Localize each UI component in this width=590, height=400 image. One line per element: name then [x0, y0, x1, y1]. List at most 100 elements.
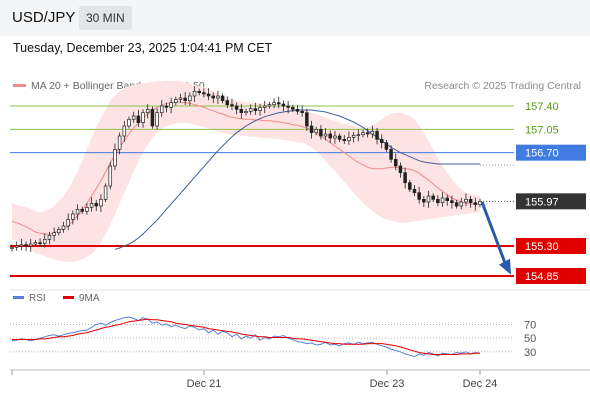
candles-group — [10, 86, 482, 252]
candle-body — [216, 95, 220, 99]
candle-body — [206, 93, 211, 97]
candle-body — [464, 198, 468, 203]
candle-body — [473, 202, 478, 206]
candle-body — [61, 225, 66, 230]
level-label-157.40: 157.40 — [525, 101, 559, 113]
candle-body — [225, 100, 230, 106]
candle-body — [94, 202, 98, 207]
candle-body — [426, 195, 431, 203]
candle-body — [459, 201, 464, 207]
level-tag-154.85 — [516, 268, 586, 284]
currency-pair-title: USD/JPY — [12, 9, 76, 26]
candle-body — [10, 246, 14, 250]
candle-body — [230, 104, 234, 107]
candle-body — [127, 118, 131, 127]
candle-body — [145, 108, 150, 114]
candle-body — [337, 135, 342, 140]
level-label-155.30: 155.30 — [525, 241, 559, 253]
candle-body — [85, 206, 89, 212]
candle-body — [220, 95, 225, 102]
candle-body — [28, 243, 33, 247]
candle-body — [52, 232, 56, 236]
x-tick-label-3: Dec 24 — [463, 378, 498, 390]
candle-body — [440, 197, 445, 204]
candle-body — [272, 102, 276, 106]
candle-body — [281, 103, 286, 107]
candle-body — [305, 112, 309, 127]
candle-body — [103, 185, 108, 200]
candle-body — [244, 110, 248, 114]
candle-body — [431, 195, 435, 200]
candle-body — [113, 148, 117, 167]
forecast-arrow-head — [499, 258, 511, 275]
research-credit: Research © 2025 Trading Central — [424, 80, 581, 92]
candle-body — [394, 158, 398, 167]
candle-body — [333, 135, 337, 139]
x-tick-label-1: Dec 21 — [187, 378, 222, 390]
candle-body — [468, 198, 473, 204]
candle-body — [436, 198, 440, 204]
candle-body — [155, 112, 159, 127]
candle-body — [211, 95, 215, 99]
legend-rsi-ma-label: 9MA — [79, 293, 100, 304]
candle-body — [356, 134, 361, 137]
candle-body — [375, 130, 379, 140]
candle-body — [347, 136, 351, 142]
candle-body — [234, 105, 239, 110]
candle-body — [164, 105, 169, 108]
candle-body — [136, 115, 141, 124]
candle-body — [412, 188, 417, 194]
ma20-swatch — [13, 83, 26, 87]
candle-body — [422, 198, 426, 203]
level-label-155.97: 155.97 — [525, 196, 559, 208]
level-label-154.85: 154.85 — [525, 271, 559, 283]
rsi-tick-30: 30 — [524, 347, 536, 359]
candle-body — [122, 125, 127, 137]
candle-body — [309, 125, 314, 134]
rsi-line — [11, 316, 481, 358]
candle-body — [314, 128, 318, 134]
timeframe-button[interactable]: 30 MIN — [79, 6, 132, 30]
candle-body — [342, 138, 347, 142]
bollinger-band-area — [12, 80, 480, 262]
candle-body — [188, 95, 192, 102]
rsi-swatch — [13, 295, 24, 299]
candle-body — [384, 142, 389, 150]
candle-body — [38, 242, 42, 245]
candle-body — [262, 105, 267, 108]
candle-body — [445, 197, 449, 202]
candle-body — [131, 115, 136, 120]
level-label-157.05: 157.05 — [525, 124, 559, 136]
candle-body — [66, 218, 70, 227]
candle-body — [117, 135, 122, 150]
candle-body — [454, 202, 459, 207]
candle-body — [202, 92, 206, 95]
candle-body — [183, 97, 187, 102]
candle-body — [192, 90, 197, 97]
candle-body — [277, 102, 281, 105]
candle-body — [14, 245, 19, 248]
candle-body — [89, 202, 94, 208]
candle-body — [370, 130, 375, 135]
candle-body — [300, 110, 304, 114]
legend-ma20: MA 20 + Bollinger Bands — [13, 80, 146, 92]
legend-rsi-label: RSI — [29, 293, 46, 304]
level-tag-155.97 — [516, 193, 586, 210]
forecast-arrow-shaft — [480, 201, 508, 267]
level-tag-155.30 — [516, 238, 586, 254]
x-tick-label-2: Dec 23 — [370, 378, 405, 390]
candle-body — [417, 192, 421, 200]
candle-body — [319, 128, 323, 137]
candle-body — [197, 90, 201, 94]
candle-body — [80, 208, 84, 212]
candle-body — [408, 182, 412, 190]
candle-body — [365, 132, 370, 135]
candle-body — [291, 106, 295, 110]
candle-body — [178, 97, 183, 100]
candle-body — [141, 112, 145, 124]
candle-body — [253, 108, 258, 112]
legend-rsi: RSI — [13, 293, 46, 304]
candle-body — [174, 98, 178, 104]
candle-body — [267, 104, 272, 107]
